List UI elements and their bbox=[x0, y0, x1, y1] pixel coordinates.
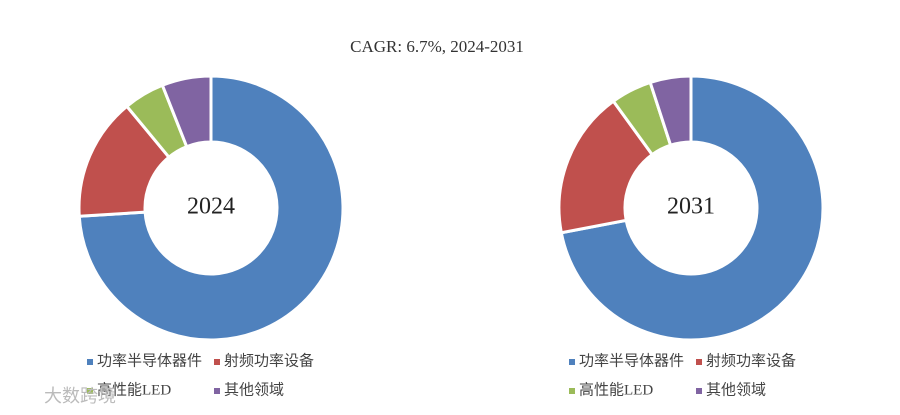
legend-swatch bbox=[696, 388, 702, 394]
donut-center-label: 2031 bbox=[667, 194, 715, 220]
legend-swatch bbox=[214, 359, 220, 365]
legend-swatch bbox=[214, 388, 220, 394]
donut-segment bbox=[648, 74, 693, 148]
legend-label: 功率半导体器件 bbox=[579, 352, 684, 369]
legend-label: 功率半导体器件 bbox=[97, 352, 202, 369]
page-title: CAGR: 6.7%, 2024-2031 bbox=[350, 37, 524, 56]
legend-label: 高性能LED bbox=[579, 381, 653, 398]
legend-label: 其他领域 bbox=[706, 381, 766, 398]
legend-label: 其他领域 bbox=[224, 381, 284, 398]
legend-swatch bbox=[569, 388, 575, 394]
legend-swatch bbox=[87, 388, 93, 394]
legend-swatch bbox=[696, 359, 702, 365]
legend-label: 射频功率设备 bbox=[706, 352, 796, 369]
watermark: 大数跨境 bbox=[44, 386, 116, 407]
legend-swatch bbox=[87, 359, 93, 365]
legend-swatch bbox=[569, 359, 575, 365]
legend-label: 高性能LED bbox=[97, 381, 171, 398]
legend-label: 射频功率设备 bbox=[224, 352, 314, 369]
donut-segment bbox=[160, 74, 213, 149]
donut-segment bbox=[559, 74, 825, 342]
donut-center-label: 2024 bbox=[187, 194, 235, 220]
donut-segment bbox=[77, 74, 345, 342]
